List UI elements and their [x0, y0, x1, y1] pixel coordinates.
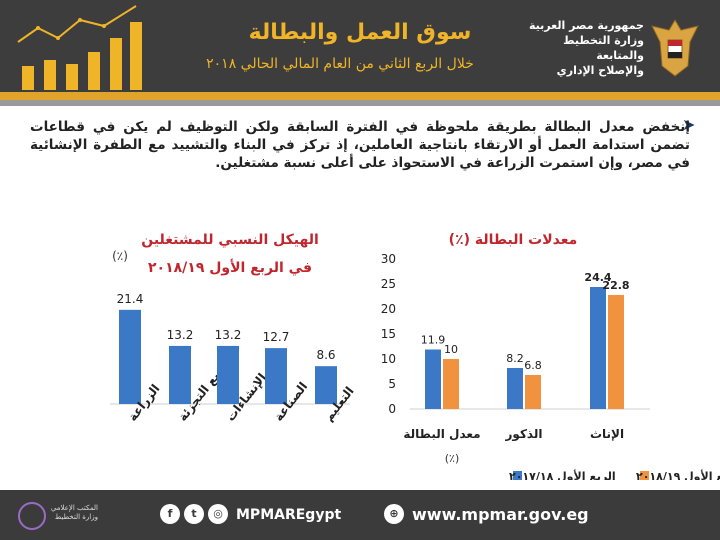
org-line: جمهورية مصر العربية [529, 19, 644, 32]
unemployment-bar [507, 368, 523, 409]
unemployment-value-label: 22.8 [602, 279, 629, 292]
twitter-icon[interactable]: t [184, 504, 204, 524]
org-line: وزارة التخطيط والمتابعة [563, 34, 644, 62]
employment-chart-title: الهيكل النسبي للمشتغلين [141, 232, 319, 248]
page-subtitle: خلال الربع الثاني من العام المالي الحالي… [206, 56, 474, 72]
social-handle[interactable]: MPMAREgypt [236, 507, 342, 523]
employment-value-label: 12.7 [263, 330, 290, 344]
unemployment-y-tick: 5 [388, 377, 396, 391]
unemployment-bar [608, 295, 624, 409]
header-accent-band [0, 92, 720, 102]
unemployment-value-label: 6.8 [524, 359, 542, 372]
header: سوق العمل والبطالة خلال الربع الثاني من … [0, 0, 720, 100]
employment-chart-subtitle: في الربع الأول ٢٠١٨/١٩ [147, 260, 312, 276]
unemployment-y-tick: 0 [388, 402, 396, 416]
rising-bars-decoration [17, 5, 142, 90]
instagram-icon[interactable]: ◎ [208, 504, 228, 524]
unemployment-y-tick: 15 [381, 327, 396, 341]
media-office-logo-icon [18, 502, 46, 530]
legend-label: الربع الأول ٢٠١٨/١٩ [636, 469, 720, 480]
legend-label: الربع الأول ٢٠١٧/١٨ [509, 469, 616, 480]
employment-value-label: 13.2 [215, 328, 242, 342]
media-office-logo-text: المكتب الإعلامي وزارة التخطيط [50, 504, 98, 521]
unemployment-unit-label: (٪) [445, 452, 460, 465]
unemployment-y-tick: 25 [381, 277, 396, 291]
unemployment-value-label: 8.2 [506, 352, 524, 365]
legend-swatch [640, 471, 649, 480]
employment-bar [315, 366, 337, 404]
unemployment-category-label: معدل البطالة [403, 427, 480, 441]
page-title: سوق العمل والبطالة [248, 20, 472, 45]
employment-bar [217, 345, 239, 404]
unemployment-value-label: 10 [444, 343, 458, 356]
unemployment-bar [590, 287, 606, 409]
header-grey-band [0, 100, 720, 106]
unemployment-y-tick: 30 [381, 252, 396, 266]
unemployment-bar [525, 375, 541, 409]
employment-bar [119, 309, 141, 404]
unemployment-value-label: 24.4 [584, 271, 611, 284]
unemployment-value-label: 11.9 [421, 334, 446, 347]
summary-paragraph: إنخفض معدل البطالة بطريقة ملحوظة في الفت… [30, 119, 690, 171]
facebook-icon[interactable]: f [160, 504, 180, 524]
org-line: والإصلاح الإداري [556, 64, 644, 77]
employment-bar [265, 348, 287, 404]
unemployment-chart-title: معدلات البطالة (٪) [448, 232, 578, 248]
bullet-arrow-icon: ➤ [682, 115, 696, 134]
employment-value-label: 21.4 [117, 292, 144, 306]
org-name: جمهورية مصر العربية وزارة التخطيط والمتا… [514, 18, 644, 78]
employment-bar [169, 345, 191, 404]
unemployment-y-tick: 20 [381, 302, 396, 316]
employment-value-label: 13.2 [167, 328, 194, 342]
globe-icon: ⊕ [384, 504, 404, 524]
footer [0, 490, 720, 540]
unemployment-bar [425, 349, 441, 409]
eagle-emblem-icon [651, 19, 699, 77]
unemployment-category-label: الذكور [505, 427, 543, 442]
website-link[interactable]: www.mpmar.gov.eg [412, 505, 589, 524]
legend-swatch [513, 471, 522, 480]
unemployment-category-label: الإناث [590, 427, 624, 441]
unemployment-bar [443, 359, 459, 409]
employment-unit-label: (٪) [112, 249, 128, 263]
unemployment-y-tick: 10 [381, 352, 396, 366]
employment-value-label: 8.6 [316, 348, 335, 362]
